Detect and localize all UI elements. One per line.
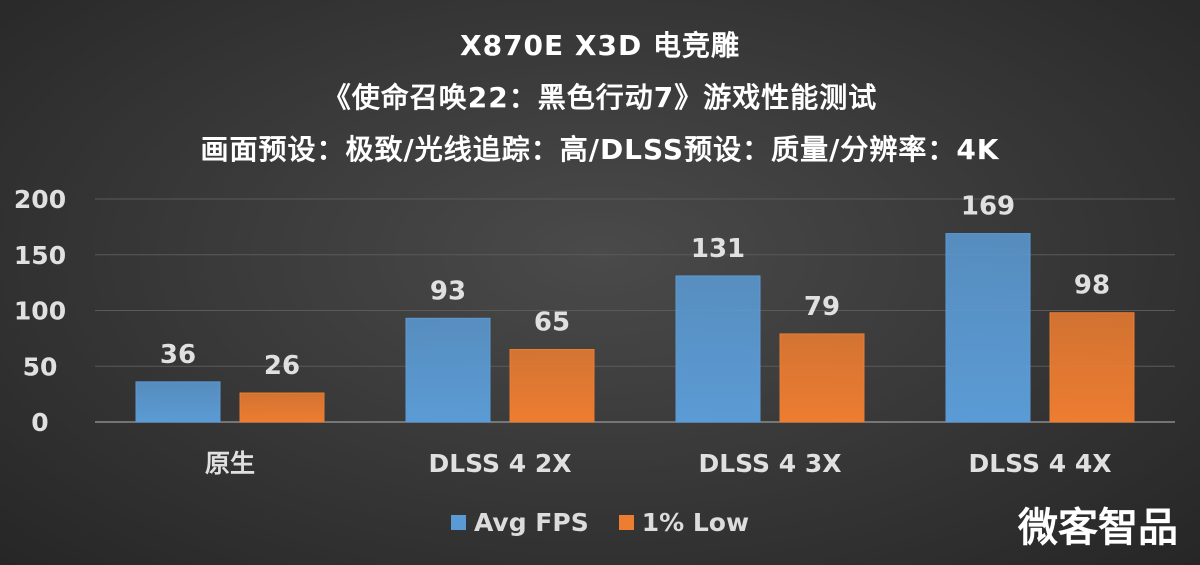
chart-title: X870E X3D 电竞雕 — [460, 29, 740, 62]
bar-1pct-low — [1049, 312, 1135, 423]
y-tick-label: 50 — [23, 352, 58, 381]
bar-avg-fps — [135, 381, 221, 423]
legend-swatch-1pct-low — [618, 515, 634, 530]
x-tick-label: 原生 — [205, 449, 255, 478]
bar-1pct-low — [509, 349, 595, 423]
data-label: 79 — [804, 292, 840, 322]
legend: Avg FPS 1% Low — [0, 508, 1200, 537]
watermark: 微客智品 — [1018, 505, 1178, 551]
chart-subtitle-settings: 画面预设：极致/光线追踪：高/DLSS预设：质量/分辨率：4K — [200, 133, 1000, 166]
y-tick-label: 150 — [14, 241, 66, 270]
data-label: 169 — [961, 192, 1015, 222]
x-tick-label: DLSS 4 2X — [428, 449, 571, 478]
legend-label-1pct-low: 1% Low — [641, 508, 750, 537]
bar-avg-fps — [945, 233, 1031, 423]
data-label: 26 — [264, 351, 300, 381]
data-label: 36 — [160, 340, 196, 370]
legend-swatch-avg-fps — [450, 515, 466, 530]
bar-avg-fps — [675, 275, 761, 423]
legend-item-avg-fps: Avg FPS — [450, 508, 589, 537]
y-tick-label: 200 — [14, 185, 66, 214]
bar-1pct-low — [239, 392, 325, 423]
data-label: 93 — [430, 276, 466, 306]
data-label: 131 — [691, 234, 745, 264]
x-tick-label: DLSS 4 3X — [698, 449, 841, 478]
chart-subtitle-game: 《使命召唤22：黑色行动7》游戏性能测试 — [322, 81, 878, 114]
bar-1pct-low — [779, 333, 865, 423]
data-label: 98 — [1074, 271, 1110, 301]
x-tick-label: DLSS 4 4X — [968, 449, 1111, 478]
legend-item-1pct-low: 1% Low — [618, 508, 750, 537]
legend-label-avg-fps: Avg FPS — [473, 508, 589, 537]
bar-avg-fps — [405, 317, 491, 423]
data-label: 65 — [534, 308, 570, 338]
y-tick-label: 0 — [31, 408, 48, 437]
y-tick-label: 100 — [14, 297, 66, 326]
